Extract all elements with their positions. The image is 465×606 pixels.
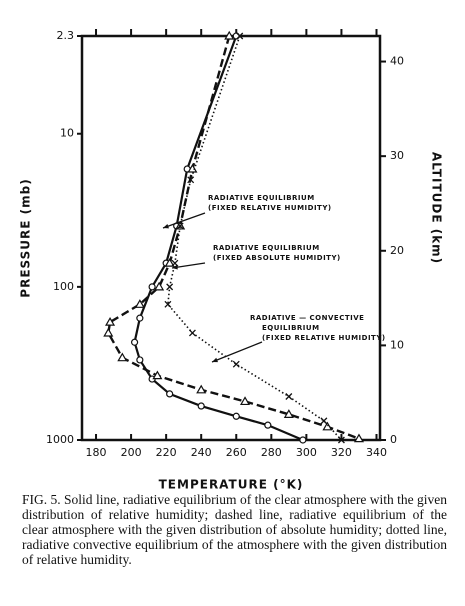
point [164,257,175,267]
point [322,421,333,431]
y2-axis-label: ALTITUDE (km) [430,152,444,264]
point [264,421,272,429]
point [103,327,114,337]
plot-frame [80,34,382,442]
point [187,176,195,184]
annotation: (FIXED RELATIVE HUMIDITY) [262,334,386,342]
point [152,370,163,380]
point [166,390,174,398]
annotation-arrow [171,262,206,269]
y2-tick-label: 20 [390,244,404,257]
point [105,316,116,326]
x-tick-label: 240 [191,446,212,459]
point [134,299,145,308]
point [136,356,144,364]
point [197,402,205,410]
x-tick-label: 340 [366,446,387,459]
y2-tick-label: 0 [390,433,397,446]
annotation: RADIATIVE EQUILIBRIUM [208,194,315,202]
caption: FIG. 5. Solid line, radiative equilibriu… [22,492,447,567]
annotation: EQUILIBRIUM [262,324,320,332]
annotation: (FIXED ABSOLUTE HUMIDITY) [213,254,341,262]
y2-tick-label: 30 [390,149,404,162]
point [188,329,196,337]
point [148,283,156,291]
x-tick-label: 200 [121,446,142,459]
chart: 180 200 220 240 260 280 300 320 340 2.3 10 100 1000 0… [19,29,444,492]
annotation: RADIATIVE EQUILIBRIUM [213,244,320,252]
point [236,32,244,40]
y-tick-label: 1000 [46,433,74,446]
annotation: (FIXED RELATIVE HUMIDITY) [208,204,332,212]
x-tick-label: 280 [261,446,282,459]
point [283,409,294,418]
point [130,338,139,346]
point [176,222,184,230]
arrow-head [212,357,218,363]
point [232,360,240,368]
x-tick-label: 260 [226,446,247,459]
annotation-arrow [162,212,206,229]
point [353,433,364,443]
y2-tick-label: 40 [390,55,404,68]
y-tick-label: 10 [60,127,74,140]
arrow-head [172,264,178,270]
x-tick-label: 300 [296,446,317,459]
series-line [107,35,360,440]
annotation-arrow [211,341,263,363]
series-line [167,35,343,441]
point [320,417,328,425]
point [285,393,293,400]
point [224,30,235,40]
annotation: RADIATIVE — CONVECTIVE [250,314,364,322]
point [136,314,144,322]
y-tick-label: 100 [53,280,74,293]
point [239,396,251,406]
y2-tick-label: 10 [390,338,404,351]
point [337,436,345,444]
x-tick-label: 180 [86,446,107,459]
point [196,384,207,394]
arrow-head [163,223,169,229]
point [154,281,165,291]
series-line [133,35,304,442]
x-tick-label: 220 [156,446,177,459]
point [299,436,307,444]
y-tick-label: 2.3 [57,29,75,42]
y-axis-label: PRESSURE (mb) [19,178,33,297]
point [166,283,174,291]
x-axis-label: TEMPERATURE (°K) [159,478,304,491]
x-tick-label: 320 [331,446,352,459]
point [164,300,172,308]
point [117,352,128,362]
point [232,412,240,420]
